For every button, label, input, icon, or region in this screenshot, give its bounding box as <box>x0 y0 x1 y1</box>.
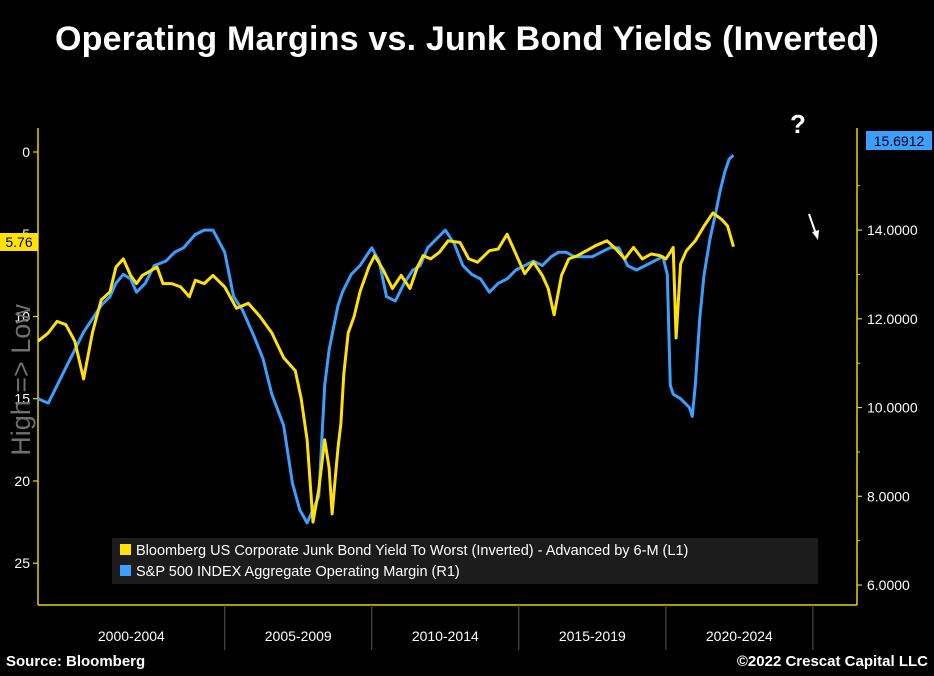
right-tick-label: 12.0000 <box>867 311 918 327</box>
x-period-label: 2000-2004 <box>98 628 165 644</box>
x-period-label: 2020-2024 <box>706 628 773 644</box>
right-value-badge-bg <box>866 131 932 150</box>
x-period-label: 2010-2014 <box>412 628 479 644</box>
left-tick-label: 10 <box>14 308 30 324</box>
right-tick-label: 6.0000 <box>867 577 910 593</box>
left-tick-label: 0 <box>22 144 30 160</box>
right-value-badge: 15.6912 <box>874 133 925 149</box>
legend-box <box>112 538 818 584</box>
copyright-note: ©2022 Crescat Capital LLC <box>736 653 928 670</box>
left-value-badge: 5.76 <box>5 234 32 250</box>
question-annotation: ? <box>790 109 806 139</box>
legend-label-yield: Bloomberg US Corporate Junk Bond Yield T… <box>136 543 688 559</box>
operating-margin-line <box>37 153 735 525</box>
axis-ticks: 05101520256.00008.000010.000012.000014.0… <box>14 144 917 593</box>
down-arrow-icon <box>808 213 819 240</box>
left-tick-label: 20 <box>14 473 30 489</box>
left-tick-label: 15 <box>14 391 30 407</box>
chart-title: Operating Margins vs. Junk Bond Yields (… <box>54 20 880 58</box>
legend-label-margin: S&P 500 INDEX Aggregate Operating Margin… <box>136 564 460 580</box>
right-tick-label: 10.0000 <box>867 400 918 416</box>
x-period-label: 2015-2019 <box>559 628 626 644</box>
left-value-badge-bg <box>0 233 38 251</box>
x-period-label: 2005-2009 <box>265 628 332 644</box>
right-tick-label: 14.0000 <box>867 222 918 238</box>
source-note: Source: Bloomberg <box>6 653 146 670</box>
legend-swatch-margin <box>120 565 131 576</box>
series-lines <box>37 153 735 525</box>
left-tick-label: 25 <box>14 555 30 571</box>
junk-bond-yield-line <box>37 211 735 524</box>
left-axis-label: High => Low <box>6 304 36 456</box>
x-period-labels: 2000-2004 2005-2009 2010-2014 2015-2019 2020… <box>98 605 814 650</box>
right-tick-label: 8.0000 <box>867 488 910 504</box>
legend-swatch-yield <box>120 544 131 555</box>
